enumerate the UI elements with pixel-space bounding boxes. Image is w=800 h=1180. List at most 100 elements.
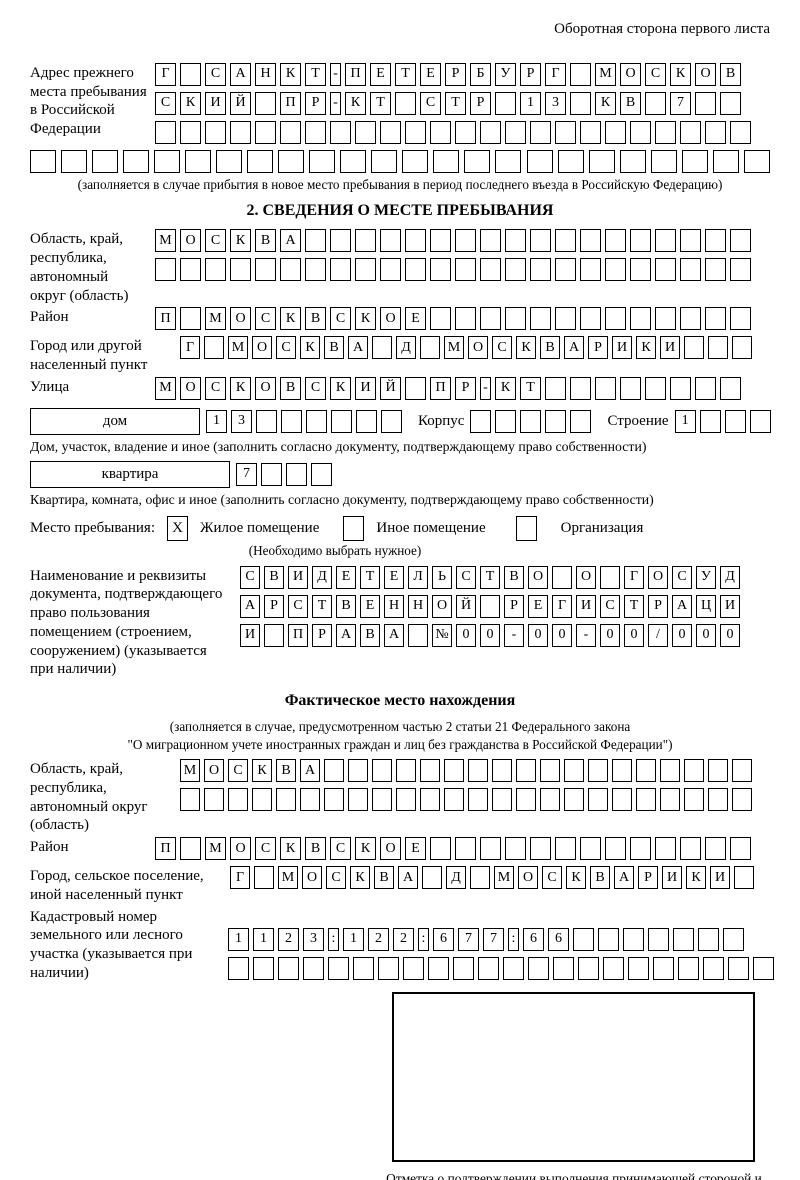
- char-cell: А: [240, 594, 260, 618]
- char-cell: П: [280, 91, 301, 115]
- char-cell: [681, 149, 708, 173]
- char-cell: [430, 229, 451, 253]
- char-cell: [380, 120, 401, 144]
- stay-checkbox-other: [343, 516, 365, 542]
- char-cell: С: [205, 62, 226, 86]
- char-cell: [340, 149, 367, 173]
- char-cell: [650, 149, 677, 173]
- char-cell: [595, 376, 616, 400]
- char-cell: [516, 788, 536, 812]
- char-cell: [680, 120, 701, 144]
- char-cell: [708, 336, 728, 360]
- char-cell: [630, 258, 651, 282]
- char-cell: 0: [528, 623, 548, 647]
- char-cell: [655, 837, 676, 861]
- char-cell: Е: [384, 565, 404, 589]
- char-cell: Н: [255, 62, 276, 86]
- char-cell: [655, 258, 676, 282]
- char-cell: [396, 788, 416, 812]
- char-cell: О: [252, 336, 272, 360]
- char-cell: [600, 565, 620, 589]
- char-cell: О: [230, 307, 251, 331]
- char-cell: Г: [180, 336, 200, 360]
- char-cell: [695, 376, 716, 400]
- char-cell: [552, 565, 572, 589]
- char-cell: Е: [370, 62, 391, 86]
- char-cell: [230, 258, 251, 282]
- char-cell: Е: [405, 307, 426, 331]
- char-cell: [730, 229, 751, 253]
- char-cell: Д: [396, 336, 416, 360]
- char-cell: К: [670, 62, 691, 86]
- char-cell: 2: [278, 927, 299, 951]
- char-cell: 2: [368, 927, 389, 951]
- char-cell: 1: [674, 409, 696, 433]
- char-cell: И: [576, 594, 596, 618]
- char-cell: [705, 837, 726, 861]
- char-cell: С: [276, 336, 296, 360]
- char-cell: Р: [264, 594, 284, 618]
- char-cell: [303, 956, 324, 980]
- char-cell: [356, 409, 377, 433]
- char-cell: [598, 927, 619, 951]
- char-cell: [420, 336, 440, 360]
- char-cell: П: [155, 837, 176, 861]
- char-cell: М: [205, 307, 226, 331]
- char-cell: [276, 788, 296, 812]
- region-block: Область, край, республика, автономный ок…: [30, 229, 770, 305]
- char-cell: [455, 120, 476, 144]
- char-cell: [430, 120, 451, 144]
- char-cell: [520, 409, 542, 433]
- char-cell: [495, 149, 522, 173]
- char-cell: [420, 788, 440, 812]
- char-cell: В: [540, 336, 560, 360]
- stroenie-cells: 1: [674, 409, 775, 433]
- char-cell: [278, 149, 305, 173]
- char-cell: [720, 376, 741, 400]
- char-cell: 7: [670, 91, 691, 115]
- char-cell: Р: [455, 376, 476, 400]
- char-cell: :: [418, 927, 429, 951]
- char-cell: [252, 788, 272, 812]
- char-cell: М: [155, 376, 176, 400]
- char-cell: Р: [305, 91, 326, 115]
- char-cell: [180, 120, 201, 144]
- char-cell: 0: [672, 623, 692, 647]
- char-cell: С: [330, 837, 351, 861]
- char-cell: [670, 376, 691, 400]
- char-cell: [580, 120, 601, 144]
- apartment-note: Квартира, комната, офис и иное (заполнит…: [30, 491, 654, 507]
- cadastral-block: Кадастровый номер земельного или лесного…: [30, 907, 774, 984]
- char-cell: [540, 759, 560, 783]
- char-cell: В: [324, 336, 344, 360]
- char-cell: О: [468, 336, 488, 360]
- char-cell: С: [205, 229, 226, 253]
- char-cell: [470, 409, 492, 433]
- char-cell: О: [255, 376, 276, 400]
- char-cell: [180, 258, 201, 282]
- cadastral-row-2: [228, 956, 778, 980]
- char-cell: В: [255, 229, 276, 253]
- char-cell: [699, 409, 721, 433]
- char-cell: [306, 409, 327, 433]
- char-cell: С: [255, 307, 276, 331]
- char-cell: [495, 91, 516, 115]
- char-cell: К: [280, 307, 301, 331]
- char-cell: [185, 149, 212, 173]
- actual-city-label: Город, сельское поселение, иной населенн…: [30, 868, 204, 903]
- actual-region-label: Область, край, республика, автономный ок…: [30, 761, 148, 834]
- char-cell: [395, 91, 416, 115]
- char-cell: В: [590, 866, 610, 890]
- char-cell: [331, 409, 352, 433]
- char-cell: [480, 307, 501, 331]
- char-cell: 6: [523, 927, 544, 951]
- char-cell: [480, 594, 500, 618]
- char-cell: [708, 788, 728, 812]
- char-cell: И: [288, 565, 308, 589]
- char-cell: М: [444, 336, 464, 360]
- char-cell: [730, 307, 751, 331]
- char-cell: У: [696, 565, 716, 589]
